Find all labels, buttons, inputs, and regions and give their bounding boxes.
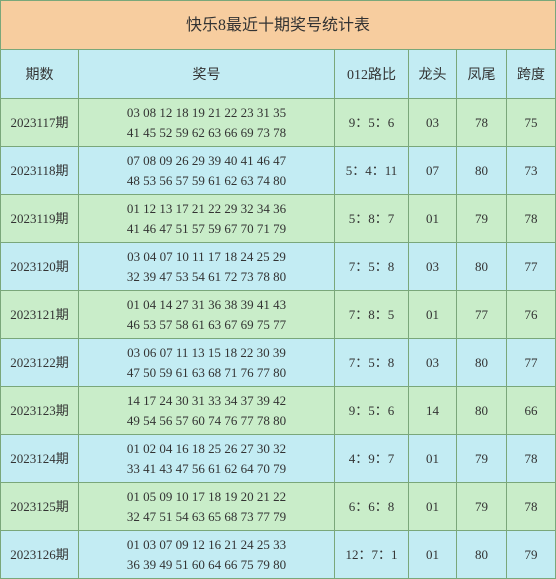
header-span: 跨度 xyxy=(507,50,555,98)
cell-head: 03 xyxy=(409,99,457,146)
cell-ratio: 7：5：8 xyxy=(335,339,409,386)
cell-span: 78 xyxy=(507,483,555,530)
table-row: 2023123期14 17 24 30 31 33 34 37 39 4249 … xyxy=(1,387,555,435)
lottery-stats-table: 快乐8最近十期奖号统计表 期数 奖号 012路比 龙头 凤尾 跨度 202311… xyxy=(0,0,556,579)
cell-ratio: 9：5：6 xyxy=(335,387,409,434)
cell-head: 01 xyxy=(409,483,457,530)
header-tail: 凤尾 xyxy=(457,50,507,98)
cell-numbers: 03 06 07 11 13 15 18 22 30 3947 50 59 61… xyxy=(79,339,335,386)
cell-period: 2023124期 xyxy=(1,435,79,482)
cell-span: 75 xyxy=(507,99,555,146)
header-ratio: 012路比 xyxy=(335,50,409,98)
table-body: 2023117期03 08 12 18 19 21 22 23 31 3541 … xyxy=(1,99,555,578)
cell-numbers: 01 05 09 10 17 18 19 20 21 2232 47 51 54… xyxy=(79,483,335,530)
cell-span: 76 xyxy=(507,291,555,338)
table-row: 2023122期03 06 07 11 13 15 18 22 30 3947 … xyxy=(1,339,555,387)
cell-period: 2023120期 xyxy=(1,243,79,290)
cell-tail: 80 xyxy=(457,531,507,578)
cell-head: 03 xyxy=(409,243,457,290)
cell-ratio: 4：9：7 xyxy=(335,435,409,482)
cell-head: 03 xyxy=(409,339,457,386)
cell-period: 2023121期 xyxy=(1,291,79,338)
cell-span: 78 xyxy=(507,435,555,482)
cell-tail: 79 xyxy=(457,435,507,482)
cell-numbers: 01 03 07 09 12 16 21 24 25 3336 39 49 51… xyxy=(79,531,335,578)
cell-period: 2023119期 xyxy=(1,195,79,242)
cell-numbers: 07 08 09 26 29 39 40 41 46 4748 53 56 57… xyxy=(79,147,335,194)
cell-period: 2023118期 xyxy=(1,147,79,194)
cell-head: 07 xyxy=(409,147,457,194)
header-period: 期数 xyxy=(1,50,79,98)
cell-span: 78 xyxy=(507,195,555,242)
cell-tail: 80 xyxy=(457,387,507,434)
table-title: 快乐8最近十期奖号统计表 xyxy=(1,1,555,50)
table-row: 2023120期03 04 07 10 11 17 18 24 25 2932 … xyxy=(1,243,555,291)
table-row: 2023118期07 08 09 26 29 39 40 41 46 4748 … xyxy=(1,147,555,195)
cell-head: 01 xyxy=(409,531,457,578)
cell-numbers: 01 04 14 27 31 36 38 39 41 4346 53 57 58… xyxy=(79,291,335,338)
cell-numbers: 14 17 24 30 31 33 34 37 39 4249 54 56 57… xyxy=(79,387,335,434)
table-row: 2023117期03 08 12 18 19 21 22 23 31 3541 … xyxy=(1,99,555,147)
cell-span: 77 xyxy=(507,243,555,290)
cell-numbers: 03 04 07 10 11 17 18 24 25 2932 39 47 53… xyxy=(79,243,335,290)
cell-period: 2023123期 xyxy=(1,387,79,434)
cell-period: 2023126期 xyxy=(1,531,79,578)
cell-ratio: 12：7：1 xyxy=(335,531,409,578)
cell-ratio: 5：4：11 xyxy=(335,147,409,194)
cell-tail: 80 xyxy=(457,243,507,290)
cell-span: 73 xyxy=(507,147,555,194)
table-row: 2023126期01 03 07 09 12 16 21 24 25 3336 … xyxy=(1,531,555,578)
cell-numbers: 03 08 12 18 19 21 22 23 31 3541 45 52 59… xyxy=(79,99,335,146)
table-row: 2023125期01 05 09 10 17 18 19 20 21 2232 … xyxy=(1,483,555,531)
cell-period: 2023125期 xyxy=(1,483,79,530)
header-head: 龙头 xyxy=(409,50,457,98)
cell-numbers: 01 02 04 16 18 25 26 27 30 3233 41 43 47… xyxy=(79,435,335,482)
cell-head: 14 xyxy=(409,387,457,434)
header-numbers: 奖号 xyxy=(79,50,335,98)
table-row: 2023124期01 02 04 16 18 25 26 27 30 3233 … xyxy=(1,435,555,483)
cell-ratio: 9：5：6 xyxy=(335,99,409,146)
cell-ratio: 6：6：8 xyxy=(335,483,409,530)
cell-tail: 80 xyxy=(457,147,507,194)
cell-head: 01 xyxy=(409,195,457,242)
table-row: 2023121期01 04 14 27 31 36 38 39 41 4346 … xyxy=(1,291,555,339)
cell-span: 77 xyxy=(507,339,555,386)
cell-head: 01 xyxy=(409,435,457,482)
cell-period: 2023122期 xyxy=(1,339,79,386)
cell-tail: 78 xyxy=(457,99,507,146)
cell-ratio: 5：8：7 xyxy=(335,195,409,242)
cell-ratio: 7：8：5 xyxy=(335,291,409,338)
cell-span: 79 xyxy=(507,531,555,578)
cell-ratio: 7：5：8 xyxy=(335,243,409,290)
cell-tail: 80 xyxy=(457,339,507,386)
cell-tail: 77 xyxy=(457,291,507,338)
cell-period: 2023117期 xyxy=(1,99,79,146)
cell-head: 01 xyxy=(409,291,457,338)
cell-tail: 79 xyxy=(457,195,507,242)
cell-tail: 79 xyxy=(457,483,507,530)
table-header-row: 期数 奖号 012路比 龙头 凤尾 跨度 xyxy=(1,50,555,99)
cell-numbers: 01 12 13 17 21 22 29 32 34 3641 46 47 51… xyxy=(79,195,335,242)
table-row: 2023119期01 12 13 17 21 22 29 32 34 3641 … xyxy=(1,195,555,243)
cell-span: 66 xyxy=(507,387,555,434)
